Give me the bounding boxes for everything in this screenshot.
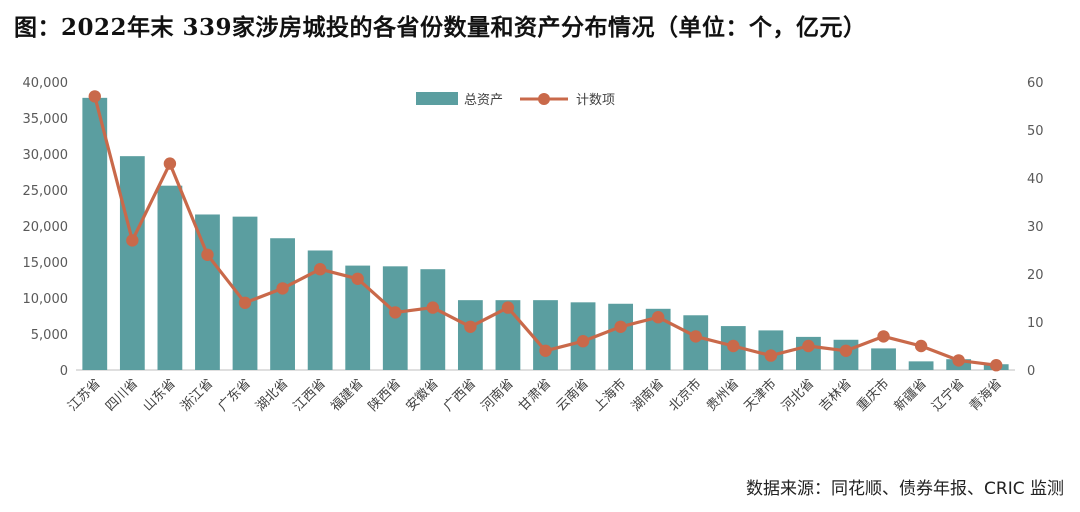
line-point (464, 320, 477, 333)
bar (608, 303, 634, 370)
category-label: 河北省 (779, 376, 817, 414)
line-point (351, 272, 364, 285)
category-label: 浙江省 (178, 376, 216, 414)
line-point (501, 301, 515, 314)
category-label: 湖南省 (628, 376, 667, 415)
category-label: 江苏省 (65, 376, 104, 415)
line-point (802, 339, 815, 353)
bar (908, 361, 934, 370)
category-label: 吉林省 (817, 376, 855, 414)
category-label: 青海省 (967, 376, 1005, 414)
category-label: 江西省 (291, 376, 329, 414)
bar (533, 300, 558, 370)
source-note: 数据来源：同花顺、债券年报、CRIC 监测 (746, 479, 1064, 499)
y-right-tick-label: 0 (1027, 364, 1035, 379)
line-point (952, 354, 965, 367)
y-left-tick-label: 10,000 (23, 292, 69, 307)
category-label: 甘肃省 (516, 376, 554, 414)
category-label: 广西省 (441, 376, 479, 414)
y-left-tick-label: 40,000 (23, 76, 69, 91)
line-point (614, 320, 627, 333)
line-point (201, 248, 214, 261)
legend-bar-label: 总资产 (464, 93, 503, 108)
category-label: 河南省 (478, 376, 517, 415)
category-label: 云南省 (553, 376, 592, 415)
line-point (689, 330, 702, 343)
category-label: 北京市 (666, 376, 705, 415)
line-point (576, 335, 590, 348)
y-left-tick-label: 5,000 (31, 328, 68, 343)
bar (157, 185, 183, 370)
line-point (764, 349, 778, 362)
y-left-tick-label: 25,000 (23, 184, 69, 199)
y-right-tick-label: 40 (1027, 172, 1044, 187)
category-label: 四川省 (103, 376, 141, 414)
y-right-tick-label: 30 (1027, 220, 1044, 235)
line-point (313, 263, 327, 276)
bar-series (82, 97, 1009, 370)
bar (871, 348, 896, 370)
category-label: 辽宁省 (929, 376, 968, 415)
category-label: 上海市 (591, 376, 630, 415)
category-label: 新疆省 (891, 376, 930, 415)
bar (119, 156, 145, 370)
line-point (238, 296, 252, 309)
category-label: 安徽省 (403, 376, 441, 414)
line-point (914, 339, 928, 353)
line-point (651, 311, 665, 324)
line-series (88, 90, 1003, 372)
bar (420, 269, 446, 370)
axes: 0 5,000 10,000 15,000 20,000 25,000 30,000 35,0… (23, 76, 1044, 379)
category-label: 陕西省 (366, 376, 404, 414)
legend: 总资产 计数项 (416, 92, 615, 108)
bar-line-chart: 0 5,000 10,000 15,000 20,000 25,000 30,000 35,0… (23, 76, 1044, 415)
y-left-tick-label: 15,000 (23, 256, 69, 271)
y-left-tick-label: 20,000 (23, 220, 69, 235)
legend-line-marker (538, 93, 550, 105)
line-point (990, 359, 1003, 372)
bar (457, 300, 483, 370)
category-label: 山东省 (141, 376, 179, 414)
bar (270, 238, 295, 370)
category-label: 湖北省 (253, 376, 291, 414)
legend-line-label: 计数项 (576, 93, 615, 108)
line-point (839, 344, 853, 357)
line-point (426, 301, 440, 314)
line-point (389, 306, 402, 319)
line-point (163, 157, 177, 170)
chart-title: 图：2022年末 339家涉房城投的各省份数量和资产分布情况（单位：个，亿元） (14, 14, 867, 41)
y-left-tick-label: 30,000 (23, 148, 69, 163)
category-label: 重庆市 (853, 376, 892, 415)
line-point (539, 344, 552, 357)
y-right-tick-label: 60 (1027, 76, 1044, 91)
category-label: 天津市 (741, 376, 780, 415)
y-right-tick-label: 20 (1027, 268, 1044, 283)
line-point (877, 330, 890, 343)
bar (683, 315, 709, 370)
line-point (88, 90, 101, 103)
line-point (727, 339, 740, 353)
bar (195, 214, 220, 370)
category-labels: 江苏省 四川省 山东省 浙江省 广东省 湖北省 江西省 福建省 陕西省 安徽省 广西省 河南省 甘肃省云… (65, 376, 1005, 415)
legend-bar-swatch (416, 92, 458, 105)
category-label: 福建省 (328, 376, 366, 414)
line-point (126, 234, 139, 247)
category-label: 广东省 (216, 376, 254, 414)
line-point (276, 282, 289, 295)
y-right-tick-label: 50 (1027, 124, 1044, 139)
bar (82, 97, 108, 370)
y-left-tick-label: 0 (60, 364, 68, 379)
y-left-tick-label: 35,000 (23, 112, 69, 127)
category-label: 贵州省 (704, 376, 742, 414)
y-right-tick-label: 10 (1027, 316, 1044, 331)
